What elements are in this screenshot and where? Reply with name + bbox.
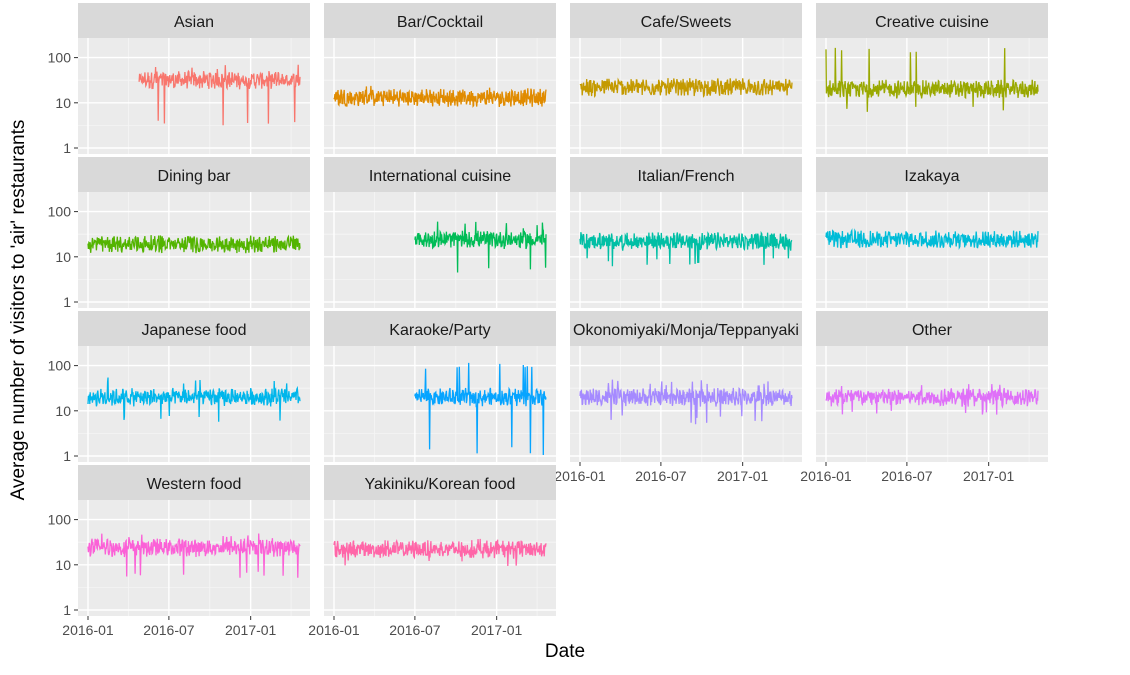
series-line: [579, 77, 793, 98]
panel-background: [324, 346, 556, 462]
panel-background: [570, 346, 802, 462]
facet-title: Yakiniku/Korean food: [365, 476, 516, 493]
facet-strip: [78, 465, 310, 500]
facet-other: Other 2016-01 2016-07 2017-01: [800, 311, 1048, 484]
series-line: [333, 85, 547, 108]
x-tick-label: 2016-07: [881, 468, 933, 484]
y-tick-label: 1: [63, 602, 71, 618]
series-line: [825, 228, 1039, 250]
y-tick-label: 100: [48, 358, 72, 374]
facet-title: Bar/Cocktail: [397, 14, 483, 31]
y-tick-label: 1: [63, 294, 71, 310]
series-line: [414, 221, 547, 273]
facet-title: Western food: [147, 476, 242, 493]
facet-title: Other: [912, 322, 953, 339]
series-line: [87, 533, 301, 578]
series-line: [825, 47, 1039, 112]
x-tick-label: 2016-01: [62, 622, 114, 638]
y-axis-title: Average number of visitors to 'air' rest…: [8, 120, 29, 501]
facet-strip: [570, 3, 802, 38]
facet-bar-cocktail: Bar/Cocktail: [324, 3, 556, 154]
series-line: [138, 64, 301, 126]
facet-western-food: Western food 1 10 100 2016-01 2016-07 2017-01: [48, 465, 310, 638]
y-tick-label: 1: [63, 140, 71, 156]
y-tick-label: 100: [48, 50, 72, 66]
facet-title: Dining bar: [158, 168, 232, 185]
y-tick-label: 10: [55, 95, 71, 111]
y-tick-label: 100: [48, 512, 72, 528]
facet-title: Karaoke/Party: [389, 322, 490, 339]
series-line: [87, 377, 301, 422]
x-tick-label: 2016-01: [554, 468, 606, 484]
panel-background: [324, 500, 556, 616]
facet-title: Okonomiyaki/Monja/Teppanyaki: [573, 322, 799, 339]
y-tick-label: 10: [55, 403, 71, 419]
facet-strip: [324, 311, 556, 346]
series-line: [414, 362, 547, 456]
facet-strip: [324, 3, 556, 38]
facet-strip: [570, 311, 802, 346]
x-tick-label: 2016-01: [800, 468, 852, 484]
facet-title: International cuisine: [369, 168, 511, 185]
panel-background: [570, 192, 802, 308]
facet-japanese-food: Japanese food 1 10 100: [48, 311, 310, 464]
x-tick-label: 2017-01: [963, 468, 1015, 484]
facet-strip: [78, 311, 310, 346]
panel-background: [78, 346, 310, 462]
facet-strip: [816, 157, 1048, 192]
facet-asian: Asian 1 10 100: [48, 3, 310, 156]
series-line: [333, 538, 547, 567]
facet-izakaya: Izakaya: [816, 157, 1048, 308]
facet-title: Asian: [174, 14, 214, 31]
x-tick-label: 2017-01: [717, 468, 769, 484]
facet-yakiniku-korean-food: Yakiniku/Korean food 2016-01 2016-07 2017-0…: [308, 465, 556, 638]
facet-title: Japanese food: [142, 322, 247, 339]
facet-strip: [324, 157, 556, 192]
facet-cafe-sweets: Cafe/Sweets: [570, 3, 802, 154]
y-tick-label: 10: [55, 249, 71, 265]
facet-strip: [78, 157, 310, 192]
x-axis-title: Date: [545, 641, 585, 662]
panel-background: [78, 500, 310, 616]
x-tick-label: 2016-07: [389, 622, 441, 638]
facet-title: Italian/French: [638, 168, 735, 185]
y-tick-label: 100: [48, 204, 72, 220]
x-tick-label: 2016-01: [308, 622, 360, 638]
series-line: [825, 384, 1039, 415]
facet-dining-bar: Dining bar 1 10 100: [48, 157, 310, 310]
facet-creative-cuisine: Creative cuisine: [816, 3, 1048, 154]
panel-background: [324, 192, 556, 308]
panel-background: [816, 192, 1048, 308]
facet-strip: [324, 465, 556, 500]
facet-title: Izakaya: [904, 168, 959, 185]
facet-international-cuisine: International cuisine: [324, 157, 556, 308]
series-line: [579, 230, 793, 267]
facet-okonomiyaki-monja-teppanyaki: Okonomiyaki/Monja/Teppanyaki 2016-01 2016-…: [554, 311, 802, 484]
series-line: [579, 379, 793, 425]
x-tick-label: 2016-07: [143, 622, 195, 638]
panel-background: [570, 38, 802, 154]
panel-background: [816, 346, 1048, 462]
y-tick-label: 10: [55, 557, 71, 573]
x-tick-label: 2017-01: [225, 622, 277, 638]
panel-background: [78, 38, 310, 154]
facet-title: Cafe/Sweets: [641, 14, 732, 31]
facet-strip: [816, 311, 1048, 346]
facet-strip: [78, 3, 310, 38]
x-tick-label: 2017-01: [471, 622, 523, 638]
facet-italian-french: Italian/French: [570, 157, 802, 308]
panel-background: [78, 192, 310, 308]
facet-strip: [570, 157, 802, 192]
facet-strip: [816, 3, 1048, 38]
y-tick-label: 1: [63, 448, 71, 464]
x-tick-label: 2016-07: [635, 468, 687, 484]
facet-title: Creative cuisine: [875, 14, 989, 31]
facet-karaoke-party: Karaoke/Party: [324, 311, 556, 462]
series-line: [87, 234, 301, 254]
